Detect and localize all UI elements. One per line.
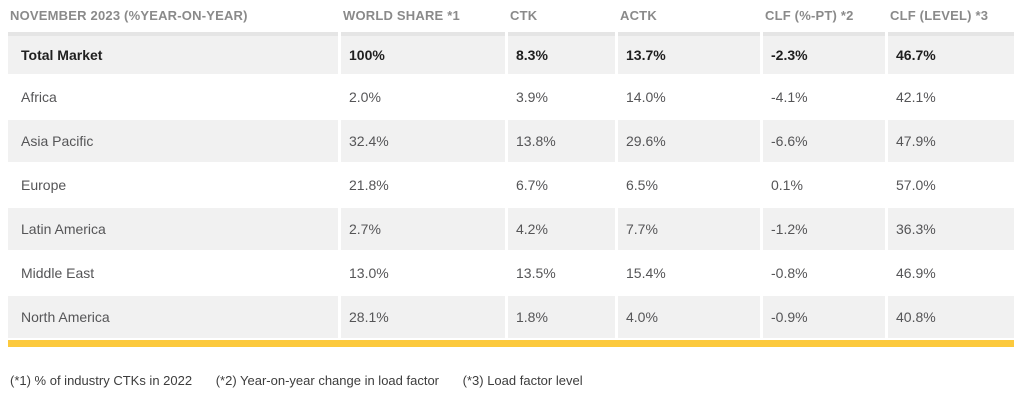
table-cell-clf-level: 40.8% — [888, 296, 1014, 338]
footnote-clf-pt: (*2) Year-on-year change in load factor — [215, 373, 440, 388]
table-bottom-accent-bar — [8, 340, 1014, 347]
table-cell-clf-level: 46.9% — [896, 265, 936, 281]
table-cell-clf-pt: -1.2% — [763, 208, 885, 250]
row-label: Europe — [21, 177, 67, 193]
table-cell-actk: 15.4% — [626, 265, 666, 281]
row-label: North America — [8, 296, 338, 338]
column-header-world-share: WORLD SHARE *1 — [343, 8, 460, 23]
column-header-clf-level: CLF (LEVEL) *3 — [890, 8, 989, 23]
table-row-asia-pacific: Asia Pacific 32.4% 13.8% 29.6% -6.6% 47.… — [8, 120, 1014, 162]
table-row-middle-east: Middle East 13.0% 13.5% 15.4% -0.8% 46.9… — [8, 252, 1014, 294]
table-cell-clf-level: 36.3% — [888, 208, 1014, 250]
table-cell-clf-level: 42.1% — [896, 89, 936, 105]
table-cell-ctk: 13.5% — [516, 265, 556, 281]
row-label: Latin America — [8, 208, 338, 250]
table-cell-world-share: 13.0% — [349, 265, 389, 281]
table-cell-clf-level: 47.9% — [888, 120, 1014, 162]
table-cell-ctk: 4.2% — [508, 208, 615, 250]
table-cell-actk: 14.0% — [626, 89, 666, 105]
footnote-clf-level: (*3) Load factor level — [462, 373, 583, 388]
table-row-latin-america: Latin America 2.7% 4.2% 7.7% -1.2% 36.3% — [8, 208, 1014, 250]
table-cell-world-share: 32.4% — [341, 120, 505, 162]
table-cell-actk: 29.6% — [618, 120, 760, 162]
table-cell-clf-level: 46.7% — [888, 32, 1014, 74]
table-header-row: NOVEMBER 2023 (%YEAR-ON-YEAR) WORLD SHAR… — [8, 0, 1014, 23]
table-cell-actk: 4.0% — [618, 296, 760, 338]
row-label: Africa — [21, 89, 57, 105]
column-header-ctk: CTK — [510, 8, 538, 23]
table-cell-actk: 7.7% — [618, 208, 760, 250]
footnote-world-share: (*1) % of industry CTKs in 2022 — [10, 373, 193, 388]
table-cell-clf-pt: -0.9% — [763, 296, 885, 338]
column-header-clf-pt: CLF (%-PT) *2 — [765, 8, 854, 23]
table-cell-ctk: 8.3% — [508, 32, 615, 74]
table-cell-clf-pt: -2.3% — [763, 32, 885, 74]
table-cell-actk: 13.7% — [618, 32, 760, 74]
table-row-north-america: North America 28.1% 1.8% 4.0% -0.9% 40.8… — [8, 296, 1014, 338]
table-cell-clf-pt: -6.6% — [763, 120, 885, 162]
row-label: Asia Pacific — [8, 120, 338, 162]
table-cell-clf-pt: -4.1% — [771, 89, 808, 105]
row-label: Total Market — [8, 32, 338, 74]
table-cell-actk: 6.5% — [626, 177, 658, 193]
column-header-actk: ACTK — [620, 8, 657, 23]
table-row-europe: Europe 21.8% 6.7% 6.5% 0.1% 57.0% — [8, 164, 1014, 206]
table-row-africa: Africa 2.0% 3.9% 14.0% -4.1% 42.1% — [8, 76, 1014, 118]
table-cell-world-share: 2.0% — [349, 89, 381, 105]
table-row-total-market: Total Market 100% 8.3% 13.7% -2.3% 46.7% — [8, 32, 1014, 74]
footnotes: (*1) % of industry CTKs in 2022 (*2) Yea… — [10, 373, 1024, 388]
table-cell-ctk: 13.8% — [508, 120, 615, 162]
column-header-period: NOVEMBER 2023 (%YEAR-ON-YEAR) — [10, 8, 248, 23]
table-cell-clf-level: 57.0% — [896, 177, 936, 193]
table-cell-clf-pt: -0.8% — [771, 265, 808, 281]
table-cell-world-share: 21.8% — [349, 177, 389, 193]
table-cell-world-share: 100% — [341, 32, 505, 74]
row-label: Middle East — [21, 265, 95, 281]
table-cell-clf-pt: 0.1% — [771, 177, 803, 193]
table-cell-world-share: 28.1% — [341, 296, 505, 338]
table-cell-ctk: 6.7% — [516, 177, 548, 193]
table-cell-ctk: 1.8% — [508, 296, 615, 338]
table-cell-ctk: 3.9% — [516, 89, 548, 105]
table-cell-world-share: 2.7% — [341, 208, 505, 250]
